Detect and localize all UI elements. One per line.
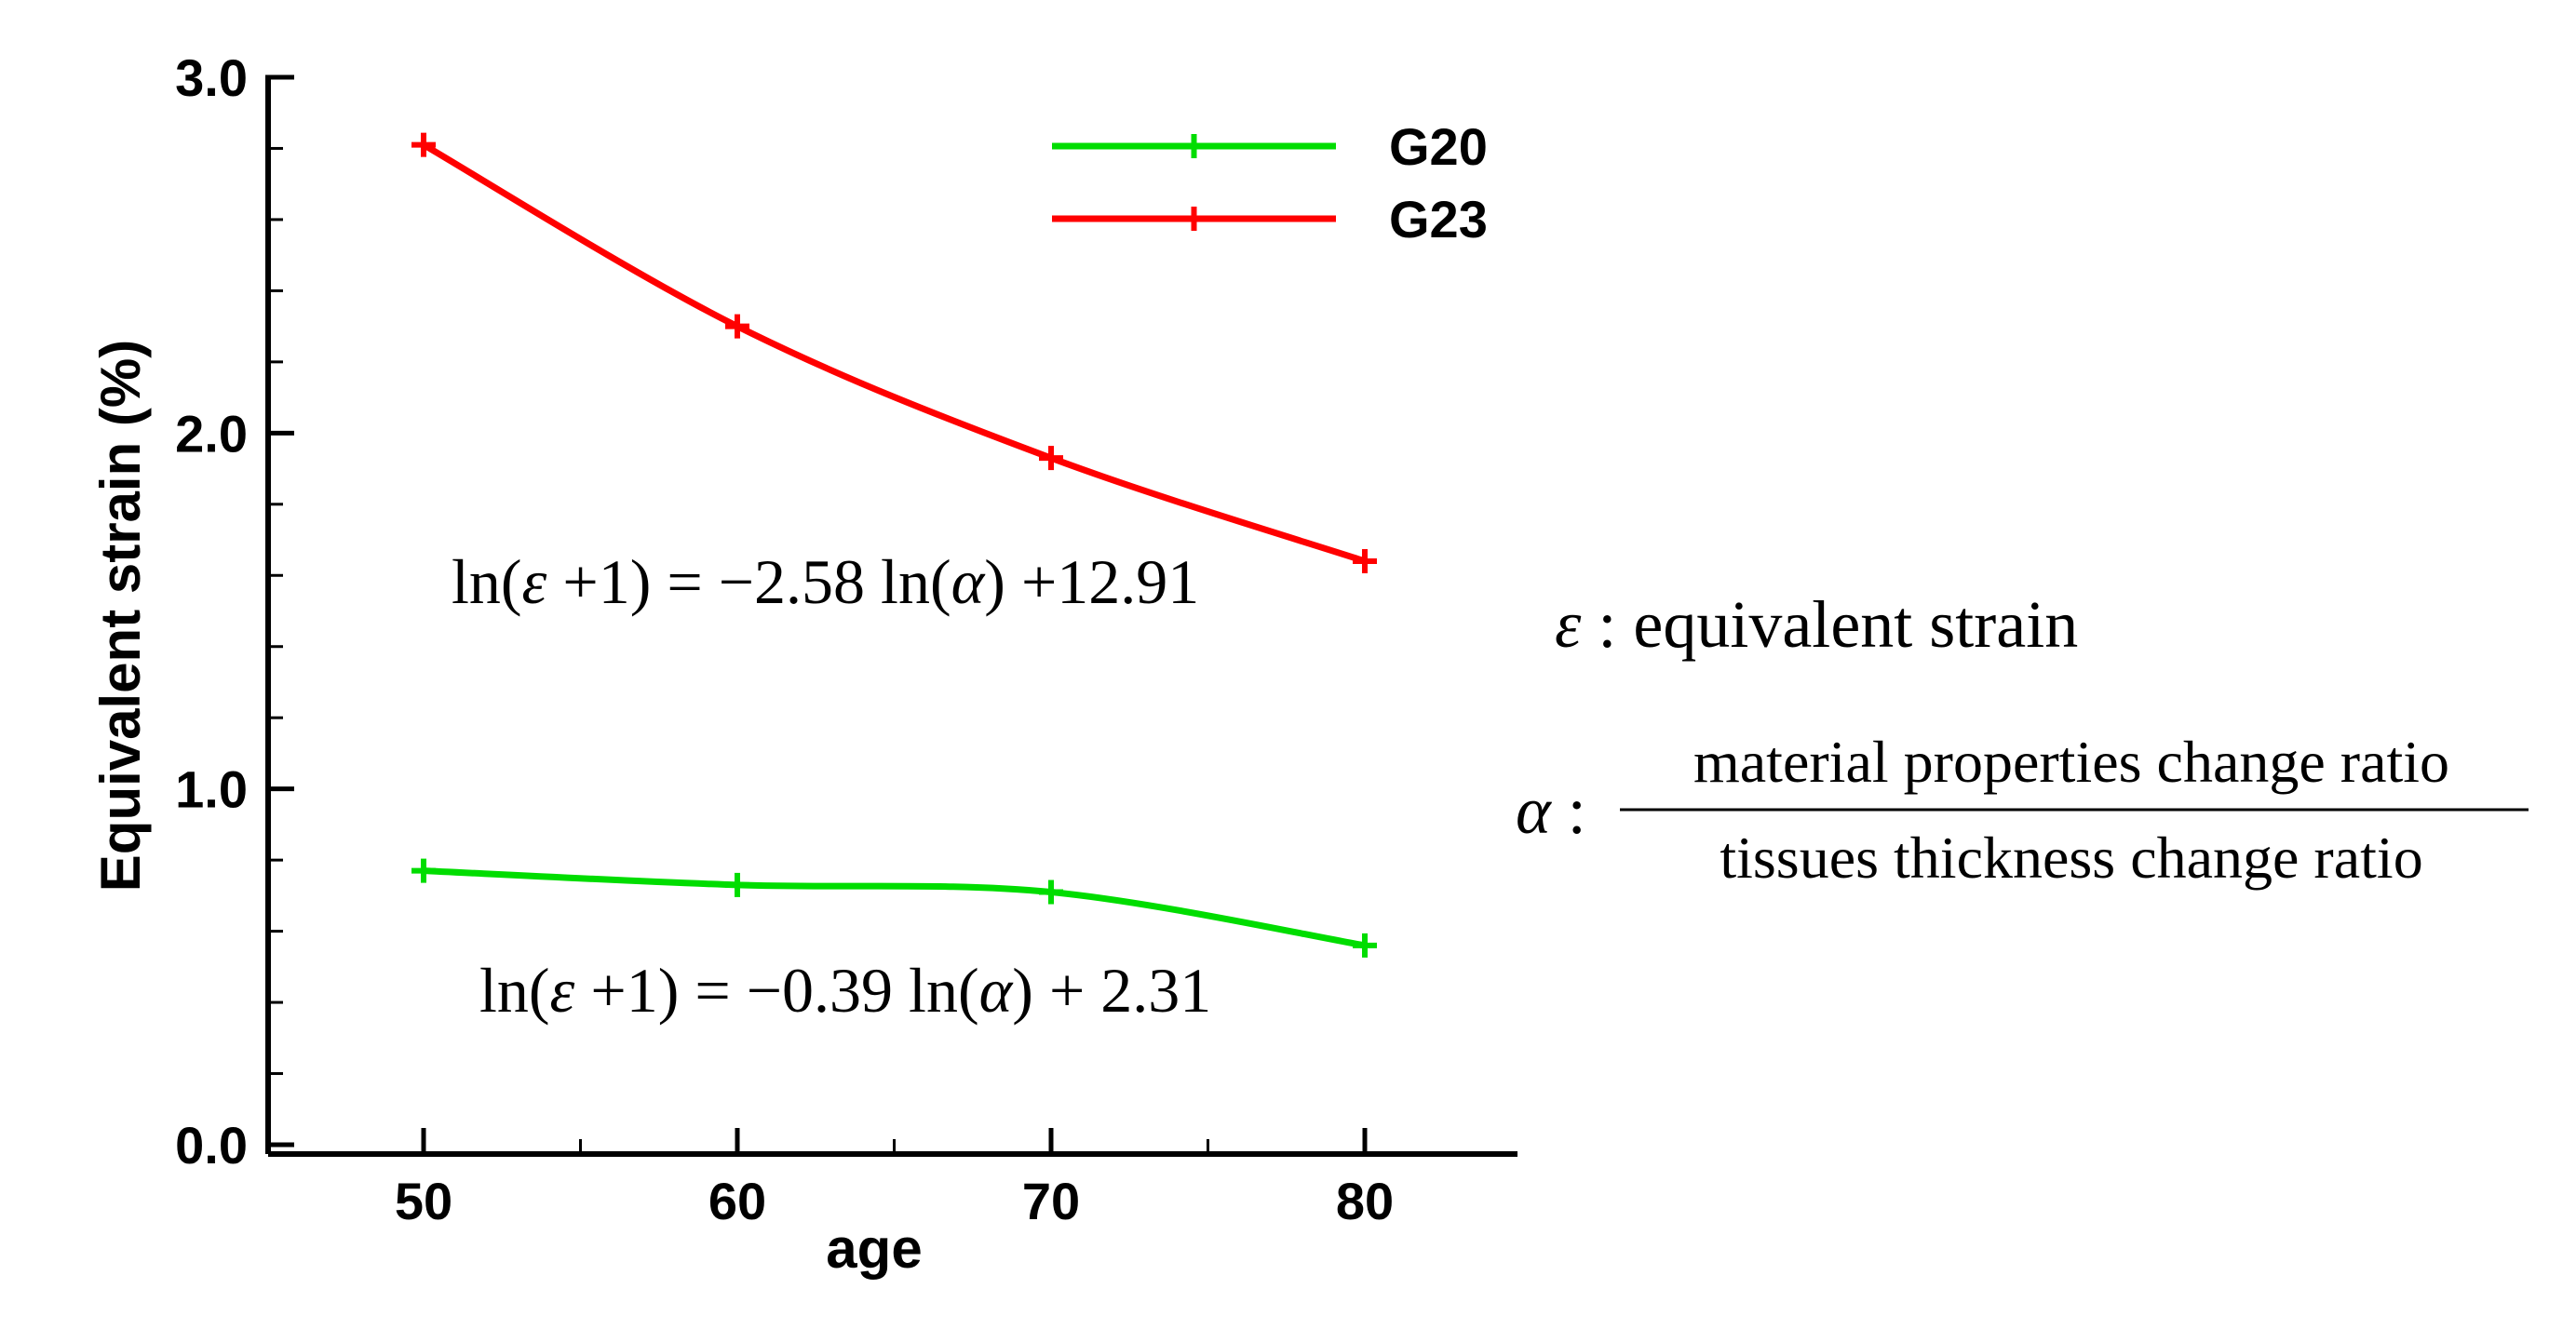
data-point-g20: [1039, 879, 1063, 905]
svg-text:ln(ε +1) = −0.39 ln(α) + 2.31: ln(ε +1) = −0.39 ln(α) + 2.31: [479, 955, 1211, 1026]
epsilon-label: equivalent strain: [1633, 587, 2078, 662]
legend-label-g23: G23: [1389, 190, 1488, 248]
eq-g23-coef: −2.58: [719, 546, 865, 617]
eq-g20-intercept: + 2.31: [1049, 955, 1211, 1026]
equation-g20: ln(ε +1) = −0.39 ln(α) + 2.31: [479, 955, 1211, 1026]
eq-g23-alpha: α: [951, 546, 986, 617]
x-tick-label: 80: [1336, 1172, 1394, 1230]
y-tick-label: 2.0: [175, 404, 248, 463]
x-axis-title: age: [826, 1217, 922, 1280]
svg-text:ε : equivalent strain: ε : equivalent strain: [1555, 587, 2078, 662]
y-tick-label: 0.0: [175, 1116, 248, 1175]
data-point-g20: [1353, 933, 1377, 958]
alpha-numerator: material properties change ratio: [1693, 729, 2449, 795]
data-point-g20: [411, 858, 436, 883]
alpha-definition: α : material properties change ratio tis…: [1516, 729, 2529, 891]
y-tick-label: 3.0: [175, 48, 248, 107]
y-axis-title: Equivalent strain (%): [89, 340, 152, 892]
data-point-g23: [1039, 446, 1063, 471]
epsilon-definition: ε : equivalent strain: [1555, 587, 2078, 662]
x-tick-label: 70: [1022, 1172, 1080, 1230]
y-tick-label: 1.0: [175, 760, 248, 819]
eq-g23-epsilon: ε: [522, 546, 547, 617]
x-tick-label: 50: [395, 1172, 452, 1230]
legend-marker-g23: [1181, 207, 1207, 231]
eq-g20-coef: −0.39: [747, 955, 893, 1026]
data-point-g23: [411, 132, 436, 157]
legend-label-g20: G20: [1389, 117, 1488, 176]
legend-marker-g20: [1181, 134, 1207, 158]
series-line-g20: [423, 867, 1366, 949]
x-tick-label: 60: [708, 1172, 766, 1230]
data-point-g23: [725, 314, 749, 339]
data-point-g23: [1353, 548, 1377, 573]
data-point-g20: [725, 872, 749, 897]
eq-g20-alpha: α: [979, 955, 1014, 1026]
axes: 0.0 1.0 2.0 3.0 50 60 70 80 age Equivalent strain…: [89, 48, 1517, 1280]
alpha-symbol: α: [1516, 773, 1552, 848]
epsilon-symbol: ε: [1555, 587, 1582, 662]
eq-g20-epsilon: ε: [550, 955, 575, 1026]
alpha-denominator: tissues thickness change ratio: [1720, 825, 2422, 891]
series-lines: [411, 132, 1377, 958]
eq-g23-intercept: +12.91: [1021, 546, 1199, 617]
svg-text:α :: α :: [1516, 773, 1586, 848]
series-line-g23: [422, 141, 1367, 565]
equation-g23: ln(ε +1) = −2.58 ln(α) +12.91: [452, 546, 1199, 617]
svg-text:ln(ε +1) = −2.58 ln(α) +12.91: ln(ε +1) = −2.58 ln(α) +12.91: [452, 546, 1199, 617]
